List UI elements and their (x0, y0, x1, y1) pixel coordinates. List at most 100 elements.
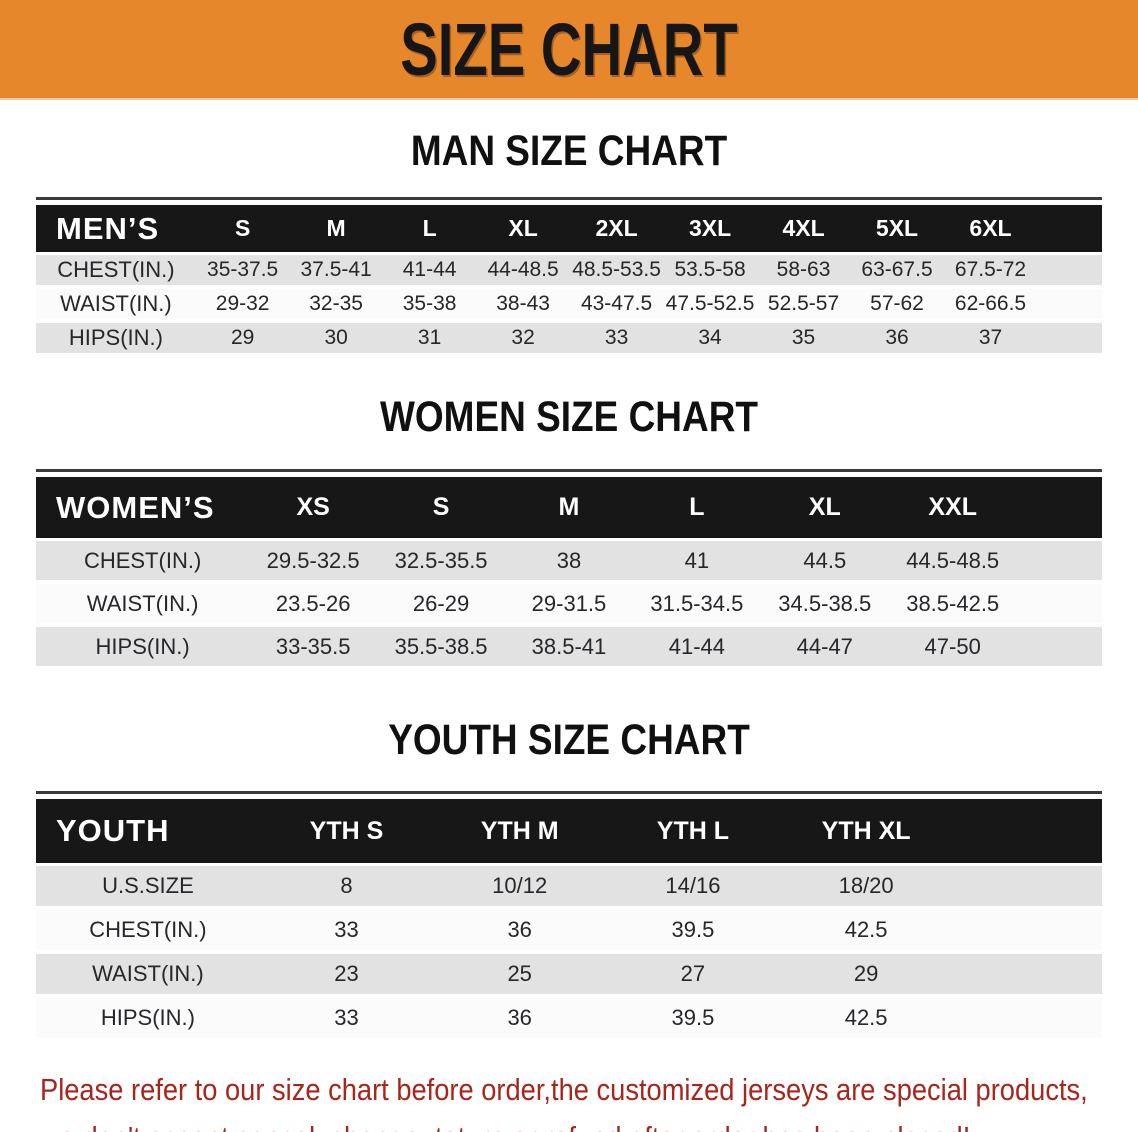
youth-row-label: HIPS(IN.) (36, 996, 260, 1042)
youth-row-label: U.S.SIZE (36, 864, 260, 910)
women-measurement-row: CHEST(IN.) 29.5-32.5 32.5-35.5 38 41 44.5 44.5… (36, 539, 1102, 584)
youth-measurement-value: 18/20 (779, 864, 953, 910)
women-size-header: L (632, 477, 761, 541)
men-measurement-value: 63-67.5 (850, 253, 944, 289)
women-measurement-value: 29.5-32.5 (249, 539, 378, 584)
men-size-header: S (195, 205, 290, 255)
women-measurement-value: 35.5-38.5 (377, 625, 506, 670)
men-size-header: 3XL (663, 205, 757, 255)
women-measurement-value: 44-47 (760, 625, 889, 670)
women-row-spacer (1016, 625, 1102, 670)
women-measurement-row: WAIST(IN.) 23.5-26 26-29 29-31.5 31.5-34.5 34… (36, 582, 1102, 627)
youth-header-spacer (952, 799, 1102, 866)
men-size-header: 2XL (569, 205, 664, 255)
men-row-spacer (1037, 253, 1102, 289)
women-size-header: XXL (888, 477, 1017, 541)
youth-section-heading: YOUTH SIZE CHART (388, 716, 750, 764)
youth-measurement-value: 36 (433, 908, 607, 954)
women-measurement-value: 31.5-34.5 (632, 582, 761, 627)
youth-measurement-value: 25 (433, 952, 607, 998)
men-measurement-value: 37.5-41 (289, 253, 383, 289)
women-section-heading: WOMEN SIZE CHART (379, 393, 758, 441)
youth-header-row: YOUTH YTH S YTH M YTH L YTH XL (36, 799, 1102, 866)
women-measurement-row: HIPS(IN.) 33-35.5 35.5-38.5 38.5-41 41-44 44-… (36, 625, 1102, 670)
youth-size-table-wrap: YOUTH YTH S YTH M YTH L YTH XL U.S.SIZE 8 10/12… (36, 791, 1102, 1042)
men-measurement-value: 35 (756, 321, 851, 357)
women-row-spacer (1016, 539, 1102, 584)
women-measurement-value: 34.5-38.5 (760, 582, 889, 627)
youth-row-spacer (952, 996, 1102, 1042)
youth-size-header: YTH XL (779, 799, 953, 866)
order-note: Please refer to our size chart before or… (0, 1066, 1138, 1132)
youth-row-spacer (952, 864, 1102, 910)
women-size-table-wrap: WOMEN’S XS S M L XL XXL CHEST(IN.) 29.5-32.5 32.5… (36, 469, 1102, 670)
youth-table-label: YOUTH (36, 799, 260, 866)
men-measurement-value: 44-48.5 (476, 253, 570, 289)
men-size-table: MEN’S S M L XL 2XL 3XL 4XL 5XL 6XL CHEST(IN.) 35-37… (36, 205, 1102, 357)
men-measurement-value: 37 (943, 321, 1038, 357)
men-row-label: CHEST(IN.) (36, 253, 196, 289)
men-size-header: XL (476, 205, 570, 255)
women-measurement-value: 47-50 (888, 625, 1017, 670)
youth-measurement-value: 36 (433, 996, 607, 1042)
men-measurement-value: 52.5-57 (756, 287, 851, 323)
women-measurement-value: 41-44 (632, 625, 761, 670)
women-row-label: HIPS(IN.) (36, 625, 250, 670)
men-header-row: MEN’S S M L XL 2XL 3XL 4XL 5XL 6XL (36, 205, 1102, 255)
men-measurement-value: 53.5-58 (663, 253, 757, 289)
men-size-header: 6XL (943, 205, 1038, 255)
women-measurement-value: 44.5-48.5 (888, 539, 1017, 584)
youth-measurement-value: 27 (606, 952, 780, 998)
men-measurement-value: 35-38 (382, 287, 477, 323)
youth-measurement-value: 23 (259, 952, 434, 998)
women-measurement-value: 26-29 (377, 582, 506, 627)
men-measurement-value: 31 (382, 321, 477, 357)
women-size-header: S (377, 477, 506, 541)
men-measurement-value: 33 (569, 321, 664, 357)
men-size-table-wrap: MEN’S S M L XL 2XL 3XL 4XL 5XL 6XL CHEST(IN.) 35-37… (36, 197, 1102, 357)
men-measurement-row: HIPS(IN.) 29 30 31 32 33 34 35 36 37 (36, 321, 1102, 357)
men-measurement-value: 41-44 (382, 253, 477, 289)
men-measurement-value: 67.5-72 (943, 253, 1038, 289)
order-note-line-1: Please refer to our size chart before or… (40, 1072, 1088, 1107)
banner: SIZE CHART (0, 0, 1138, 100)
youth-measurement-value: 33 (259, 996, 434, 1042)
men-measurement-value: 38-43 (476, 287, 570, 323)
men-size-header: L (382, 205, 477, 255)
women-row-spacer (1016, 582, 1102, 627)
men-size-header: M (289, 205, 383, 255)
men-measurement-value: 35-37.5 (195, 253, 290, 289)
men-measurement-value: 29-32 (195, 287, 290, 323)
youth-row-spacer (952, 952, 1102, 998)
men-measurement-row: CHEST(IN.) 35-37.5 37.5-41 41-44 44-48.5 48.5… (36, 253, 1102, 289)
youth-measurement-value: 10/12 (433, 864, 607, 910)
women-measurement-value: 41 (632, 539, 761, 584)
women-row-label: WAIST(IN.) (36, 582, 250, 627)
women-measurement-value: 29-31.5 (505, 582, 633, 627)
page-title: SIZE CHART (400, 7, 738, 91)
men-section-heading: MAN SIZE CHART (410, 127, 728, 175)
men-size-header: 4XL (756, 205, 851, 255)
men-measurement-value: 57-62 (850, 287, 944, 323)
youth-measurement-value: 42.5 (779, 996, 953, 1042)
order-note-line-2: we don't accept cancel, change, teturn o… (40, 1114, 970, 1132)
youth-row-spacer (952, 908, 1102, 954)
men-table-label: MEN’S (36, 205, 196, 255)
men-measurement-value: 32 (476, 321, 570, 357)
men-measurement-value: 32-35 (289, 287, 383, 323)
women-row-label: CHEST(IN.) (36, 539, 250, 584)
women-size-header: XL (760, 477, 889, 541)
women-header-spacer (1016, 477, 1102, 541)
women-size-header: M (505, 477, 633, 541)
youth-measurement-value: 39.5 (606, 996, 780, 1042)
men-measurement-value: 29 (195, 321, 290, 357)
youth-measurement-row: HIPS(IN.) 33 36 39.5 42.5 (36, 996, 1102, 1042)
men-measurement-value: 36 (850, 321, 944, 357)
youth-row-label: CHEST(IN.) (36, 908, 260, 954)
youth-measurement-value: 33 (259, 908, 434, 954)
men-measurement-value: 58-63 (756, 253, 851, 289)
men-measurement-value: 30 (289, 321, 383, 357)
men-measurement-row: WAIST(IN.) 29-32 32-35 35-38 38-43 43-47.5 47.… (36, 287, 1102, 323)
youth-size-header: YTH L (606, 799, 780, 866)
